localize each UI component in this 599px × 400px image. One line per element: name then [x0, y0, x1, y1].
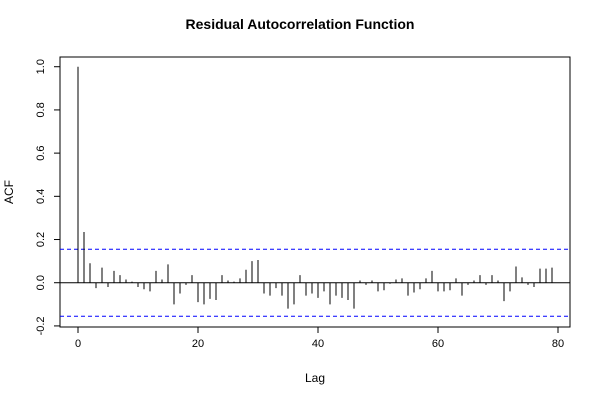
chart-title: Residual Autocorrelation Function — [186, 16, 415, 32]
y-tick-label-1.0: 1.0 — [35, 59, 47, 74]
y-axis-label: ACF — [2, 180, 16, 204]
plot-frame — [59, 56, 571, 328]
x-axis: 0 20 40 60 80 — [75, 327, 564, 350]
x-tick-label-80: 80 — [552, 338, 564, 350]
y-tick-label-0.6: 0.6 — [35, 145, 47, 160]
y-tick-label-0.2: 0.2 — [35, 232, 47, 247]
x-axis-label: Lag — [305, 371, 325, 385]
x-tick-label-60: 60 — [432, 338, 444, 350]
x-tick-label-0: 0 — [75, 338, 81, 350]
y-tick-label-0.0: 0.0 — [35, 275, 47, 290]
x-tick-label-20: 20 — [192, 338, 204, 350]
x-tick-label-40: 40 — [312, 338, 324, 350]
confidence-lines — [60, 248, 570, 317]
y-axis: -0.2 0.0 0.2 0.4 0.6 0.8 1.0 — [35, 59, 60, 335]
acf-bars — [77, 66, 553, 309]
y-tick-label--0.2: -0.2 — [35, 316, 47, 335]
y-tick-label-0.8: 0.8 — [35, 102, 47, 117]
y-tick-label-0.4: 0.4 — [35, 189, 47, 204]
